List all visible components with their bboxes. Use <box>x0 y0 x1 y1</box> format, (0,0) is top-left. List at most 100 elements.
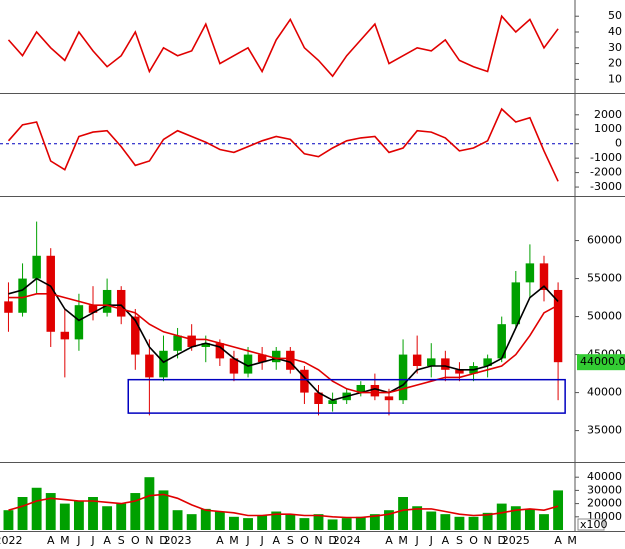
candle-body <box>328 400 337 404</box>
x-tick-label: J <box>429 534 433 547</box>
x-tick-label: J <box>260 534 264 547</box>
volume-bar <box>510 506 521 530</box>
line-series <box>7 107 559 182</box>
x-tick-label: M <box>567 534 577 547</box>
candle-body <box>455 369 464 374</box>
unit-box <box>577 518 605 531</box>
candle-body <box>398 354 408 401</box>
candle-body <box>483 358 492 366</box>
y-tick-label: 10 <box>608 72 622 85</box>
candle-body <box>553 289 563 363</box>
candle-body <box>314 392 323 404</box>
y-tick-label: 0 <box>615 137 622 150</box>
x-tick-label: N <box>314 534 322 547</box>
y-tick-label: 40 <box>608 25 622 38</box>
x-tick-label: M <box>398 534 408 547</box>
x-tick-label: 2025 <box>502 534 530 547</box>
volume-bar <box>299 518 310 530</box>
y-tick-label: 60000 <box>587 234 622 247</box>
volume-bar <box>257 515 268 530</box>
volume-bar <box>59 503 70 530</box>
candle-body <box>427 358 436 366</box>
volume-bar <box>271 511 282 530</box>
candle-body <box>511 282 521 325</box>
y-tick-label: 1000 <box>594 122 622 135</box>
x-tick-label: A <box>216 534 224 547</box>
candle-body <box>173 335 182 351</box>
volume-bar <box>440 514 451 530</box>
x-tick-label: J <box>76 534 80 547</box>
y-tick-label: -3000 <box>590 180 622 193</box>
candle-body <box>145 354 154 378</box>
x-tick-label: 2024 <box>333 534 361 547</box>
line-series <box>7 14 559 78</box>
volume-bar <box>214 511 225 530</box>
candle-body <box>441 358 450 370</box>
candle-body <box>257 354 267 363</box>
x-tick-label: N <box>484 534 492 547</box>
y-tick-label: -1000 <box>590 151 622 164</box>
y-tick-label: 20000 <box>587 497 622 510</box>
x-tick-label: A <box>442 534 450 547</box>
volume-bar <box>398 497 408 530</box>
y-tick-label: 40000 <box>587 470 622 483</box>
x-tick-label: 2022 <box>0 534 22 547</box>
x-tick-label: D <box>159 534 167 547</box>
x-tick-label: D <box>328 534 336 547</box>
y-tick-label: 50000 <box>587 310 622 323</box>
volume-bar <box>229 516 239 530</box>
volume-bar <box>158 490 169 530</box>
line-series <box>8 293 559 394</box>
volume-bar <box>186 514 197 530</box>
candle-body <box>116 289 126 317</box>
volume-bar <box>144 477 155 530</box>
volume-bar <box>426 511 437 530</box>
candle-body <box>4 301 13 313</box>
line-series <box>8 493 559 519</box>
x-tick-label: D <box>497 534 505 547</box>
volume-bar <box>130 493 141 530</box>
candle-body <box>384 396 394 401</box>
y-tick-label: 35000 <box>587 424 622 437</box>
volume-bar <box>313 514 324 530</box>
y-tick-label: 2000 <box>594 108 622 121</box>
y-tick-label: 50 <box>608 9 622 22</box>
volume-bar <box>412 506 423 530</box>
candle-body <box>131 316 140 355</box>
volume-bar <box>116 503 127 530</box>
candle-body <box>201 343 210 347</box>
y-tick-label: -2000 <box>590 166 622 179</box>
x-tick-label: S <box>118 534 125 547</box>
support-zone <box>127 378 566 414</box>
volume-bar <box>88 497 98 530</box>
candle-body <box>525 263 535 283</box>
y-tick-label: 20 <box>608 57 622 70</box>
x-tick-label: O <box>131 534 140 547</box>
volume-bar <box>102 506 113 530</box>
y-tick-label: 40000 <box>587 386 622 399</box>
x-tick-label: S <box>456 534 463 547</box>
x-tick-label: J <box>415 534 419 547</box>
y-tick-label: 30 <box>608 41 622 54</box>
x-tick-label: J <box>245 534 249 547</box>
x-tick-label: A <box>554 534 562 547</box>
volume-bar <box>17 497 28 530</box>
candle-body <box>32 255 41 279</box>
volume-bar <box>454 516 465 530</box>
candle-body <box>229 358 239 374</box>
volume-bar <box>327 519 338 530</box>
unit-label: x100 <box>580 518 608 531</box>
x-tick-label: N <box>145 534 153 547</box>
volume-bar <box>468 516 479 530</box>
candle-body <box>243 354 253 374</box>
candle-body <box>370 384 380 397</box>
candle-body <box>102 289 112 313</box>
x-tick-label: O <box>300 534 309 547</box>
volume-bar <box>496 503 507 530</box>
candle-body <box>18 278 27 313</box>
y-tick-label: 55000 <box>587 272 622 285</box>
volume-bar <box>482 512 493 530</box>
line-series <box>8 277 559 402</box>
volume-bar <box>200 508 211 530</box>
candle-body <box>412 354 422 366</box>
